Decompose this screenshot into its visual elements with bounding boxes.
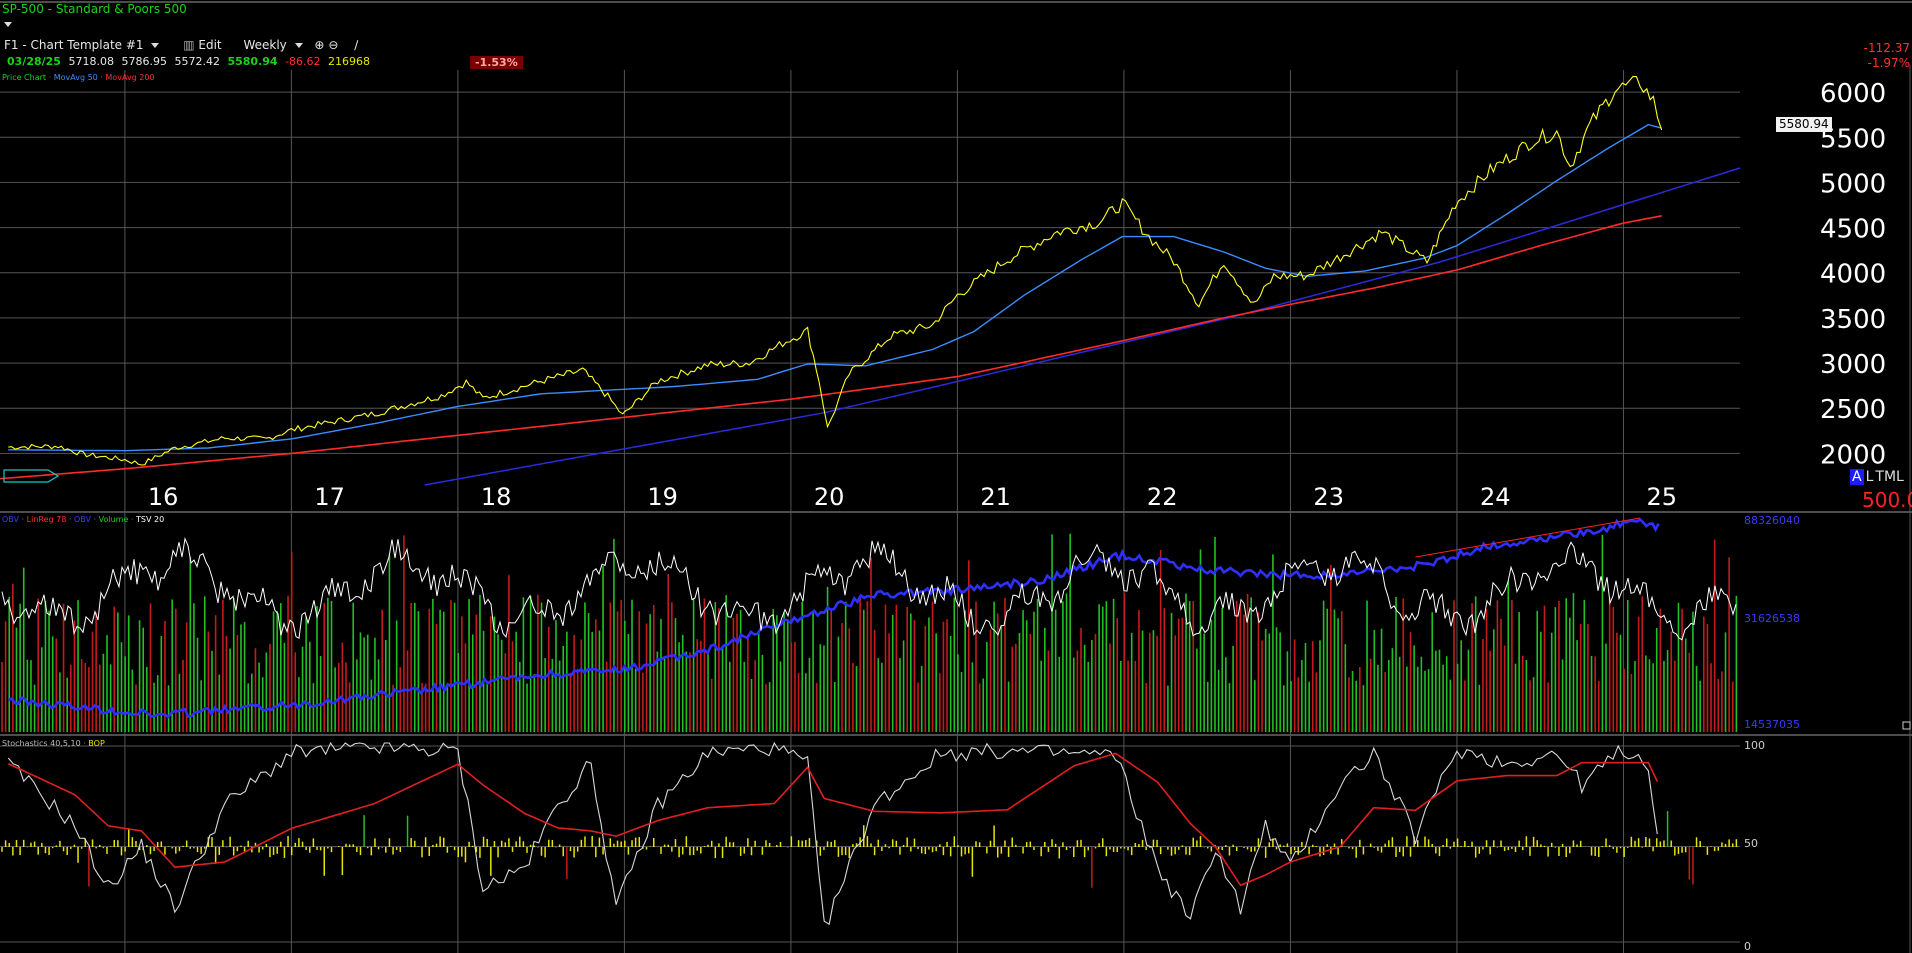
- volume-legend-item[interactable]: TSV 20: [136, 515, 165, 524]
- y-tick-label: 2500: [1820, 395, 1886, 425]
- y-tick-label: 6000: [1820, 79, 1886, 109]
- x-tick-label: 17: [314, 483, 345, 511]
- zoom-in-icon[interactable]: ⊕: [314, 38, 325, 52]
- volume-axis-label: 31626538: [1744, 612, 1800, 625]
- y-tick-label: 3500: [1820, 305, 1886, 335]
- volume-panel-legend: OBV · LinReg 78 · OBV · Volume · TSV 20: [2, 515, 164, 524]
- quote-row: 03/28/25 5718.08 5786.95 5572.42 5580.94…: [7, 55, 370, 68]
- chevron-down-icon[interactable]: [151, 43, 160, 48]
- y-tick-label: 3000: [1820, 350, 1886, 380]
- symbol-name: Standard & Poors 500: [55, 2, 187, 16]
- chevron-down-icon[interactable]: [294, 43, 303, 48]
- ma50-line: [8, 123, 1662, 452]
- x-tick-label: 24: [1480, 483, 1511, 511]
- stoch-d-line: [7, 752, 1659, 887]
- stoch-axis-label: 100: [1744, 739, 1765, 752]
- quote-volume: 216968: [328, 55, 371, 68]
- legend-separator: ·: [128, 515, 137, 524]
- symbol-title: SP-500 - Standard & Poors 500: [2, 2, 187, 16]
- edit-button[interactable]: Edit: [198, 38, 222, 52]
- scale-tag-l[interactable]: L: [1865, 469, 1874, 485]
- x-tick-label: 25: [1646, 483, 1677, 511]
- obv-linreg-line: [1415, 517, 1641, 558]
- volume-axis-label: 14537035: [1744, 718, 1800, 731]
- scale-tag-a[interactable]: A: [1850, 469, 1864, 485]
- quote-open: 5718.08: [68, 55, 114, 68]
- scale-tag-tml[interactable]: TML: [1875, 469, 1904, 485]
- volume-legend-item[interactable]: LinReg 78: [26, 515, 67, 524]
- right-change: -112.37: [1863, 41, 1910, 55]
- ma200-line: [0, 215, 1662, 480]
- period-dropdown[interactable]: Weekly: [243, 38, 287, 52]
- x-tick-label: 20: [814, 483, 845, 511]
- legend-separator: ·: [97, 73, 106, 82]
- stoch-panel-legend: Stochastics 40,5,10 · BOP: [2, 739, 105, 748]
- template-dropdown[interactable]: F1 - Chart Template #1: [4, 38, 144, 52]
- scroll-arrow-icon: [3, 469, 60, 483]
- stoch-legend-item[interactable]: BOP: [88, 739, 105, 748]
- stoch-k-line: [7, 741, 1658, 926]
- legend-separator: ·: [66, 515, 74, 524]
- bars-icon[interactable]: ▥: [183, 38, 195, 52]
- x-tick-label: 18: [481, 483, 512, 511]
- chart-header: SP-500 - Standard & Poors 500 F1 - Chart…: [0, 0, 1912, 80]
- last-price-tag: 5580.94: [1776, 117, 1832, 132]
- price-panel-legend: Price Chart · MovAvg 50 · MovAvg 200: [2, 73, 155, 82]
- symbol-code: SP-500: [2, 2, 44, 16]
- stoch-axis-label: 0: [1744, 940, 1751, 953]
- legend-separator: ·: [19, 515, 27, 524]
- legend-separator: ·: [90, 515, 99, 524]
- x-tick-label: 21: [980, 483, 1011, 511]
- y-tick-label: 4500: [1820, 215, 1886, 245]
- obv-line: [7, 517, 1660, 719]
- price-legend-item[interactable]: MovAvg 200: [105, 73, 155, 82]
- stoch-legend-item[interactable]: Stochastics 40,5,10: [2, 739, 81, 748]
- scale-mode-tags: A L TML: [1850, 469, 1904, 485]
- trendline: [424, 167, 1741, 486]
- stoch-axis-label: 50: [1744, 837, 1758, 850]
- volume-legend-item[interactable]: OBV: [2, 515, 20, 524]
- draw-pen-icon[interactable]: ∕: [354, 38, 359, 52]
- price-legend-item[interactable]: MovAvg 50: [53, 73, 98, 82]
- price-line: [8, 75, 1663, 466]
- y-tick-label: 2000: [1820, 440, 1886, 470]
- x-tick-label: 16: [148, 483, 179, 511]
- panel-resize-handle: [1902, 721, 1911, 730]
- right-pct: -1.97%: [1867, 56, 1910, 70]
- tsv-line: [1, 536, 1737, 641]
- volume-legend-item[interactable]: Volume: [98, 515, 129, 524]
- quote-high: 5786.95: [121, 55, 167, 68]
- quote-low: 5572.42: [174, 55, 220, 68]
- price-legend-item[interactable]: Price Chart: [2, 73, 47, 82]
- toolbar: F1 - Chart Template #1 ▥ Edit Weekly ⊕ ⊖…: [4, 38, 358, 52]
- quote-close: 5580.94: [227, 55, 278, 68]
- legend-separator: ·: [80, 739, 89, 748]
- volume-axis-label: 88326040: [1744, 514, 1800, 527]
- collapse-arrow-icon[interactable]: [4, 22, 12, 27]
- pct-badge: -1.53%: [470, 56, 523, 69]
- volume-legend-item[interactable]: OBV: [73, 515, 91, 524]
- legend-separator: ·: [46, 73, 54, 82]
- y-tick-label: 5000: [1820, 169, 1886, 199]
- zoom-out-icon[interactable]: ⊖: [328, 38, 339, 52]
- quote-change: -86.62: [285, 55, 321, 68]
- x-tick-label: 22: [1147, 483, 1178, 511]
- quote-date: 03/28/25: [7, 55, 61, 68]
- x-tick-label: 23: [1313, 483, 1344, 511]
- y-tick-label: 4000: [1820, 260, 1886, 290]
- scale-red-value: 500.0: [1862, 488, 1912, 512]
- x-tick-label: 19: [647, 483, 678, 511]
